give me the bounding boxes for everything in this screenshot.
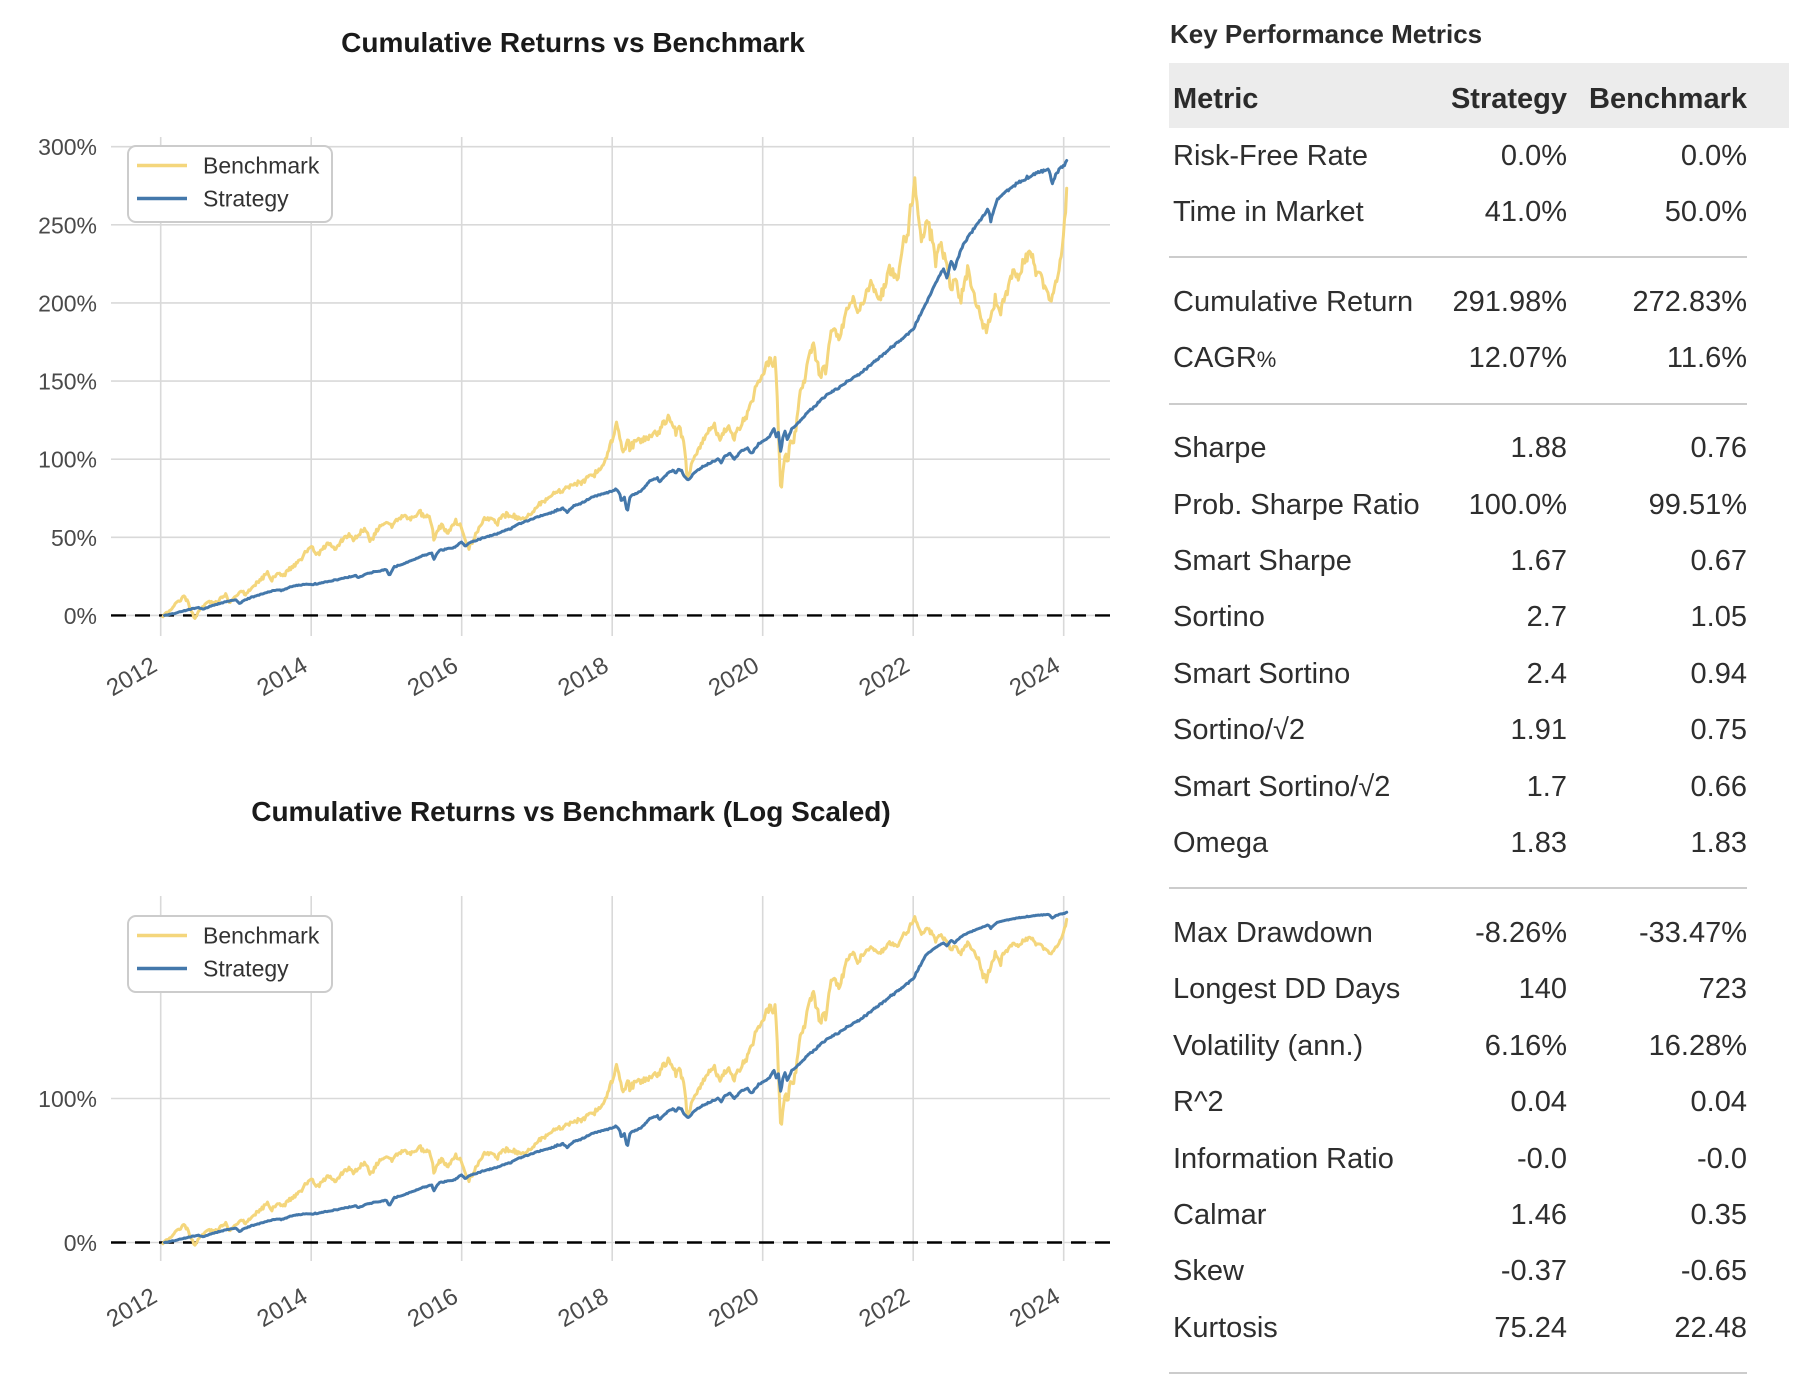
svg-text:2018: 2018 [553, 1283, 613, 1333]
svg-text:2020: 2020 [704, 652, 764, 702]
svg-text:2024: 2024 [1005, 1283, 1065, 1333]
svg-text:200%: 200% [38, 290, 97, 316]
svg-text:2016: 2016 [403, 1283, 463, 1333]
svg-text:50%: 50% [51, 525, 97, 551]
svg-text:Strategy: Strategy [203, 186, 289, 212]
svg-text:Benchmark: Benchmark [203, 923, 320, 949]
svg-text:2022: 2022 [854, 652, 914, 702]
svg-text:2018: 2018 [553, 652, 613, 702]
svg-text:0%: 0% [64, 603, 97, 629]
svg-text:100%: 100% [38, 447, 97, 473]
svg-text:2014: 2014 [252, 1283, 312, 1333]
svg-text:100%: 100% [38, 1086, 97, 1112]
svg-text:2016: 2016 [403, 652, 463, 702]
svg-text:2022: 2022 [854, 1283, 914, 1333]
svg-text:300%: 300% [38, 134, 97, 160]
svg-text:0%: 0% [64, 1230, 97, 1256]
svg-text:250%: 250% [38, 212, 97, 238]
svg-text:Cumulative Returns vs Benchmar: Cumulative Returns vs Benchmark (Log Sca… [251, 796, 891, 827]
svg-text:2024: 2024 [1005, 652, 1065, 702]
svg-text:2020: 2020 [704, 1283, 764, 1333]
svg-text:150%: 150% [38, 369, 97, 395]
svg-text:2012: 2012 [102, 652, 162, 702]
svg-text:2012: 2012 [102, 1283, 162, 1333]
svg-text:Strategy: Strategy [203, 956, 289, 982]
svg-text:Benchmark: Benchmark [203, 153, 320, 179]
svg-text:Cumulative Returns vs Benchmar: Cumulative Returns vs Benchmark [341, 27, 805, 58]
svg-text:2014: 2014 [252, 652, 312, 702]
